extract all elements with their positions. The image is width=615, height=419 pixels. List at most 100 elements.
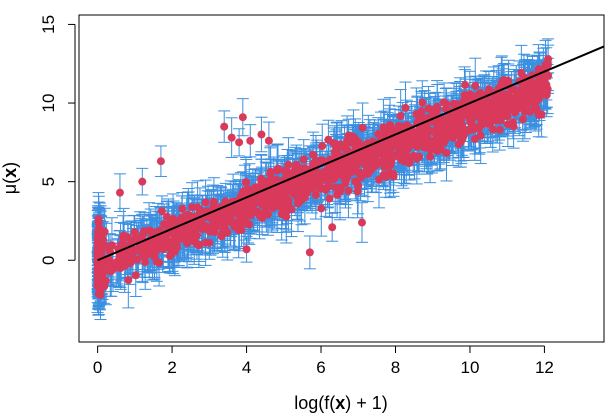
data-point [379,123,388,132]
data-point [242,178,251,187]
data-point [257,130,266,139]
data-point [266,170,275,179]
data-point [401,149,410,158]
data-point [401,142,410,151]
data-point [495,125,504,134]
data-point [100,227,109,236]
data-point [205,227,214,236]
data-point [120,261,129,270]
data-point [508,118,517,127]
data-point [386,139,395,148]
data-point [405,158,414,167]
x-axis: 0 2 4 6 8 10 12 [93,345,554,377]
data-point [528,95,537,104]
y-axis-title-after: ) [0,162,20,168]
data-point [347,168,356,177]
data-point [128,249,137,258]
data-point [418,98,427,107]
data-point [107,241,116,250]
data-point [220,122,229,131]
data-point [273,164,282,173]
data-point [341,157,350,166]
data-point [244,220,253,229]
y-tick-label: 5 [39,177,58,186]
y-tick-label: 10 [39,94,58,113]
data-point [309,150,318,159]
y-axis: 0 5 10 15 [39,15,76,265]
data-point [318,142,327,151]
data-point [305,248,314,257]
data-point [324,181,333,190]
data-point [148,244,157,253]
data-point [471,81,480,90]
data-point [353,187,362,196]
data-point [518,115,527,124]
data-point [374,175,383,184]
data-point [440,98,449,107]
data-point [238,187,247,196]
data-point [386,170,395,179]
data-point [146,227,155,236]
data-point [384,155,393,164]
data-point [325,194,334,203]
data-point [263,210,272,219]
data-point [358,123,367,132]
data-point [359,154,368,163]
data-point [224,214,233,223]
data-point [522,103,531,112]
y-axis-title-before: μ( [0,178,20,194]
data-point [363,146,372,155]
x-tick-label: 8 [391,358,400,377]
data-point [328,223,337,232]
data-point [397,132,406,141]
data-point [442,149,451,158]
data-point [308,184,317,193]
data-point [460,91,469,100]
data-point [476,131,485,140]
data-point [175,226,184,235]
data-point [317,204,326,213]
data-point [433,146,442,155]
data-point [223,228,232,237]
data-point [430,136,439,145]
y-axis-title: μ(x) [0,162,20,194]
x-tick-label: 4 [242,358,251,377]
data-point [336,183,345,192]
data-point [469,125,478,134]
x-axis-title-before: log(f( [294,393,335,413]
x-tick-label: 0 [93,358,102,377]
data-point [201,198,210,207]
data-point [408,140,417,149]
data-point [192,219,201,228]
data-point [194,240,203,249]
data-point [159,245,168,254]
data-point [542,80,551,89]
y-tick-label: 15 [39,15,58,34]
data-point [519,82,528,91]
data-point [497,80,506,89]
x-axis-title-after: ) + 1) [345,393,388,413]
data-point [156,157,165,166]
data-point [131,271,140,280]
x-tick-label: 6 [316,358,325,377]
data-point [454,129,463,138]
data-point [461,80,470,89]
data-point [320,173,329,182]
data-point [230,221,239,230]
data-point [195,205,204,214]
data-point [246,136,255,145]
data-point [94,243,103,252]
data-point [421,143,430,152]
data-point [330,147,339,156]
data-point [343,146,352,155]
data-point [443,114,452,123]
data-point [242,245,251,254]
data-point [488,125,497,134]
data-point [327,170,336,179]
data-point [336,140,345,149]
data-point [423,126,432,135]
data-point [277,210,286,219]
data-point [301,174,310,183]
data-point [357,168,366,177]
data-point [504,76,513,85]
